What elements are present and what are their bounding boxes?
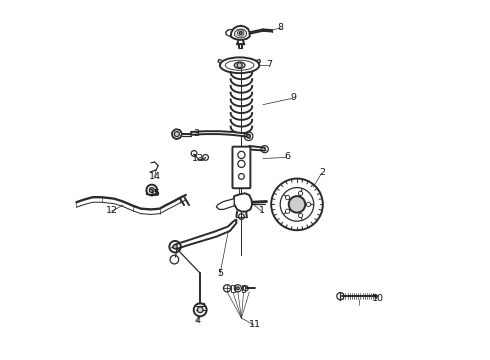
Bar xyxy=(242,285,245,292)
Text: 7: 7 xyxy=(266,60,272,69)
Circle shape xyxy=(173,244,177,249)
Text: 9: 9 xyxy=(291,93,296,102)
Text: 13: 13 xyxy=(192,154,204,163)
Circle shape xyxy=(239,32,242,35)
Text: 11: 11 xyxy=(249,320,261,329)
Ellipse shape xyxy=(234,62,245,68)
Circle shape xyxy=(174,132,179,136)
Text: 5: 5 xyxy=(218,269,223,278)
Text: 10: 10 xyxy=(372,294,384,303)
Text: 4: 4 xyxy=(195,316,201,325)
Circle shape xyxy=(286,195,290,200)
Polygon shape xyxy=(191,131,249,138)
Text: 15: 15 xyxy=(149,189,161,198)
Circle shape xyxy=(149,188,154,193)
Text: 3: 3 xyxy=(194,129,199,138)
Text: 12: 12 xyxy=(106,206,118,215)
FancyBboxPatch shape xyxy=(232,147,250,188)
Circle shape xyxy=(298,213,303,217)
Bar xyxy=(231,285,235,292)
Text: 14: 14 xyxy=(149,172,161,181)
Circle shape xyxy=(247,134,250,138)
Polygon shape xyxy=(216,199,234,210)
Polygon shape xyxy=(172,220,236,249)
Circle shape xyxy=(306,202,311,207)
Circle shape xyxy=(286,209,290,213)
Text: 8: 8 xyxy=(278,23,284,32)
Polygon shape xyxy=(234,193,252,212)
Circle shape xyxy=(197,307,203,313)
Circle shape xyxy=(298,191,303,195)
Polygon shape xyxy=(231,26,250,40)
Text: 1: 1 xyxy=(259,206,265,215)
Text: 2: 2 xyxy=(319,168,325,177)
Circle shape xyxy=(236,287,239,290)
Circle shape xyxy=(289,196,305,213)
Polygon shape xyxy=(234,29,246,38)
Text: 6: 6 xyxy=(284,152,290,161)
